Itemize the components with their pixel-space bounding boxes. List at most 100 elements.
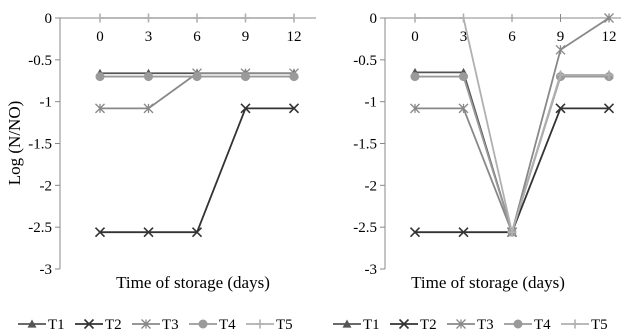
y-tick-label: -1.5 — [28, 137, 52, 153]
data-point-T2 — [555, 103, 566, 114]
legend: T1 T2 T3 T4 T5 — [333, 317, 608, 333]
chart-panel-1: 0 -0.5 -1 -1.5 -2 -2.5 -3 0 3 6 9 12 Log (N/NO) Time … — [5, 11, 316, 333]
legend-marker — [456, 319, 466, 329]
legend-item-T2: T2 — [75, 317, 122, 333]
y-tick-label: 0 — [45, 11, 53, 27]
legend-item-T5: T5 — [561, 317, 608, 333]
data-point-T4 — [144, 72, 153, 82]
data-point-T4 — [410, 72, 420, 82]
legend-item-T4: T4 — [504, 317, 551, 333]
y-tick-label: -2 — [365, 178, 378, 194]
data-point-T4 — [241, 72, 250, 82]
data-point-T5 — [507, 227, 517, 237]
legend-item-T4: T4 — [189, 317, 236, 333]
legend-label: T1 — [48, 317, 65, 333]
y-tick-label: -0.5 — [353, 53, 377, 69]
series-T4 — [410, 72, 614, 237]
legend-item-T3: T3 — [447, 317, 494, 333]
data-point-T4 — [289, 72, 299, 82]
x-tick-label: 12 — [602, 29, 617, 45]
series-T4 — [95, 72, 299, 82]
y-tick-label: -0.5 — [28, 53, 52, 69]
x-tick-label: 3 — [460, 29, 468, 45]
y-tick-label: -1 — [40, 95, 53, 111]
y-axis-title: Log (N/NO) — [5, 101, 24, 186]
y-tick-label: -2.5 — [28, 220, 52, 236]
data-point-T2 — [240, 103, 251, 114]
legend-marker — [398, 318, 410, 330]
data-point-T4 — [192, 72, 202, 82]
x-axis-title: Time of storage (days) — [116, 273, 270, 292]
legend-marker — [83, 318, 95, 330]
legend-marker — [141, 319, 151, 329]
series-line — [415, 17, 610, 236]
legend: T1 T2 T3 T4 T5 — [18, 317, 293, 333]
x-tick-label: 6 — [508, 29, 516, 45]
legend-label: T2 — [105, 317, 122, 333]
data-point-T5 — [144, 13, 153, 23]
legend-label: T1 — [363, 317, 380, 333]
legend-marker — [342, 319, 352, 328]
data-point-T3 — [604, 13, 614, 23]
x-axis-title: Time of storage (days) — [411, 273, 565, 292]
legend-label: T5 — [591, 317, 608, 333]
legend-marker — [255, 319, 265, 329]
legend-item-T1: T1 — [333, 317, 380, 333]
data-point-T5 — [289, 13, 299, 23]
series-T2 — [409, 103, 615, 238]
data-point-T2 — [94, 227, 106, 238]
series-line — [415, 17, 609, 236]
data-point-T5 — [192, 13, 202, 23]
legend-marker — [27, 319, 37, 328]
data-point-T2 — [603, 103, 615, 114]
series-T1 — [410, 67, 614, 236]
legend-label: T4 — [534, 317, 551, 333]
data-point-T5 — [459, 13, 468, 23]
data-point-T2 — [409, 227, 421, 238]
legend-marker — [198, 319, 208, 329]
legend-item-T1: T1 — [18, 317, 65, 333]
data-point-T2 — [143, 227, 154, 238]
legend-label: T5 — [276, 317, 293, 333]
series-T2 — [94, 103, 300, 238]
series-line — [415, 71, 609, 236]
series-T5 — [410, 13, 614, 237]
legend-item-T3: T3 — [132, 317, 179, 333]
data-point-T5 — [410, 13, 420, 23]
legend-marker — [513, 319, 523, 329]
data-point-T5 — [241, 13, 250, 23]
data-point-T4 — [459, 72, 468, 82]
data-point-T5 — [556, 70, 565, 80]
legend-label: T3 — [477, 317, 494, 333]
y-tick-label: -3 — [365, 262, 378, 278]
legend-label: T2 — [420, 317, 437, 333]
series-line — [100, 107, 294, 234]
series-line — [415, 107, 609, 234]
y-tick-label: -2.5 — [353, 220, 377, 236]
series-T3 — [410, 13, 614, 238]
legend-label: T3 — [162, 317, 179, 333]
y-tick-label: -2 — [40, 178, 53, 194]
data-point-T5 — [604, 70, 614, 80]
y-tick-label: -1 — [365, 95, 378, 111]
legend-marker — [570, 319, 580, 329]
y-tick-label: -1.5 — [353, 137, 377, 153]
data-point-T5 — [95, 13, 105, 23]
data-point-T3 — [555, 44, 566, 55]
data-point-T4 — [95, 72, 105, 82]
data-point-T3 — [410, 103, 420, 114]
data-point-T3 — [95, 103, 105, 114]
x-tick-label: 3 — [145, 29, 153, 45]
chart-panel-2: 0 -0.5 -1 -1.5 -2 -2.5 -3 0 3 6 9 12 Time of storage… — [333, 11, 621, 333]
x-tick-label: 0 — [96, 29, 104, 45]
data-point-T2 — [288, 103, 300, 114]
series-T5 — [95, 13, 299, 23]
legend-label: T4 — [219, 317, 236, 333]
x-tick-label: 6 — [193, 29, 201, 45]
data-point-T3 — [143, 103, 154, 114]
data-point-T2 — [458, 227, 469, 238]
data-point-T3 — [458, 103, 469, 114]
y-tick-label: -3 — [40, 262, 53, 278]
x-tick-label: 0 — [411, 29, 419, 45]
